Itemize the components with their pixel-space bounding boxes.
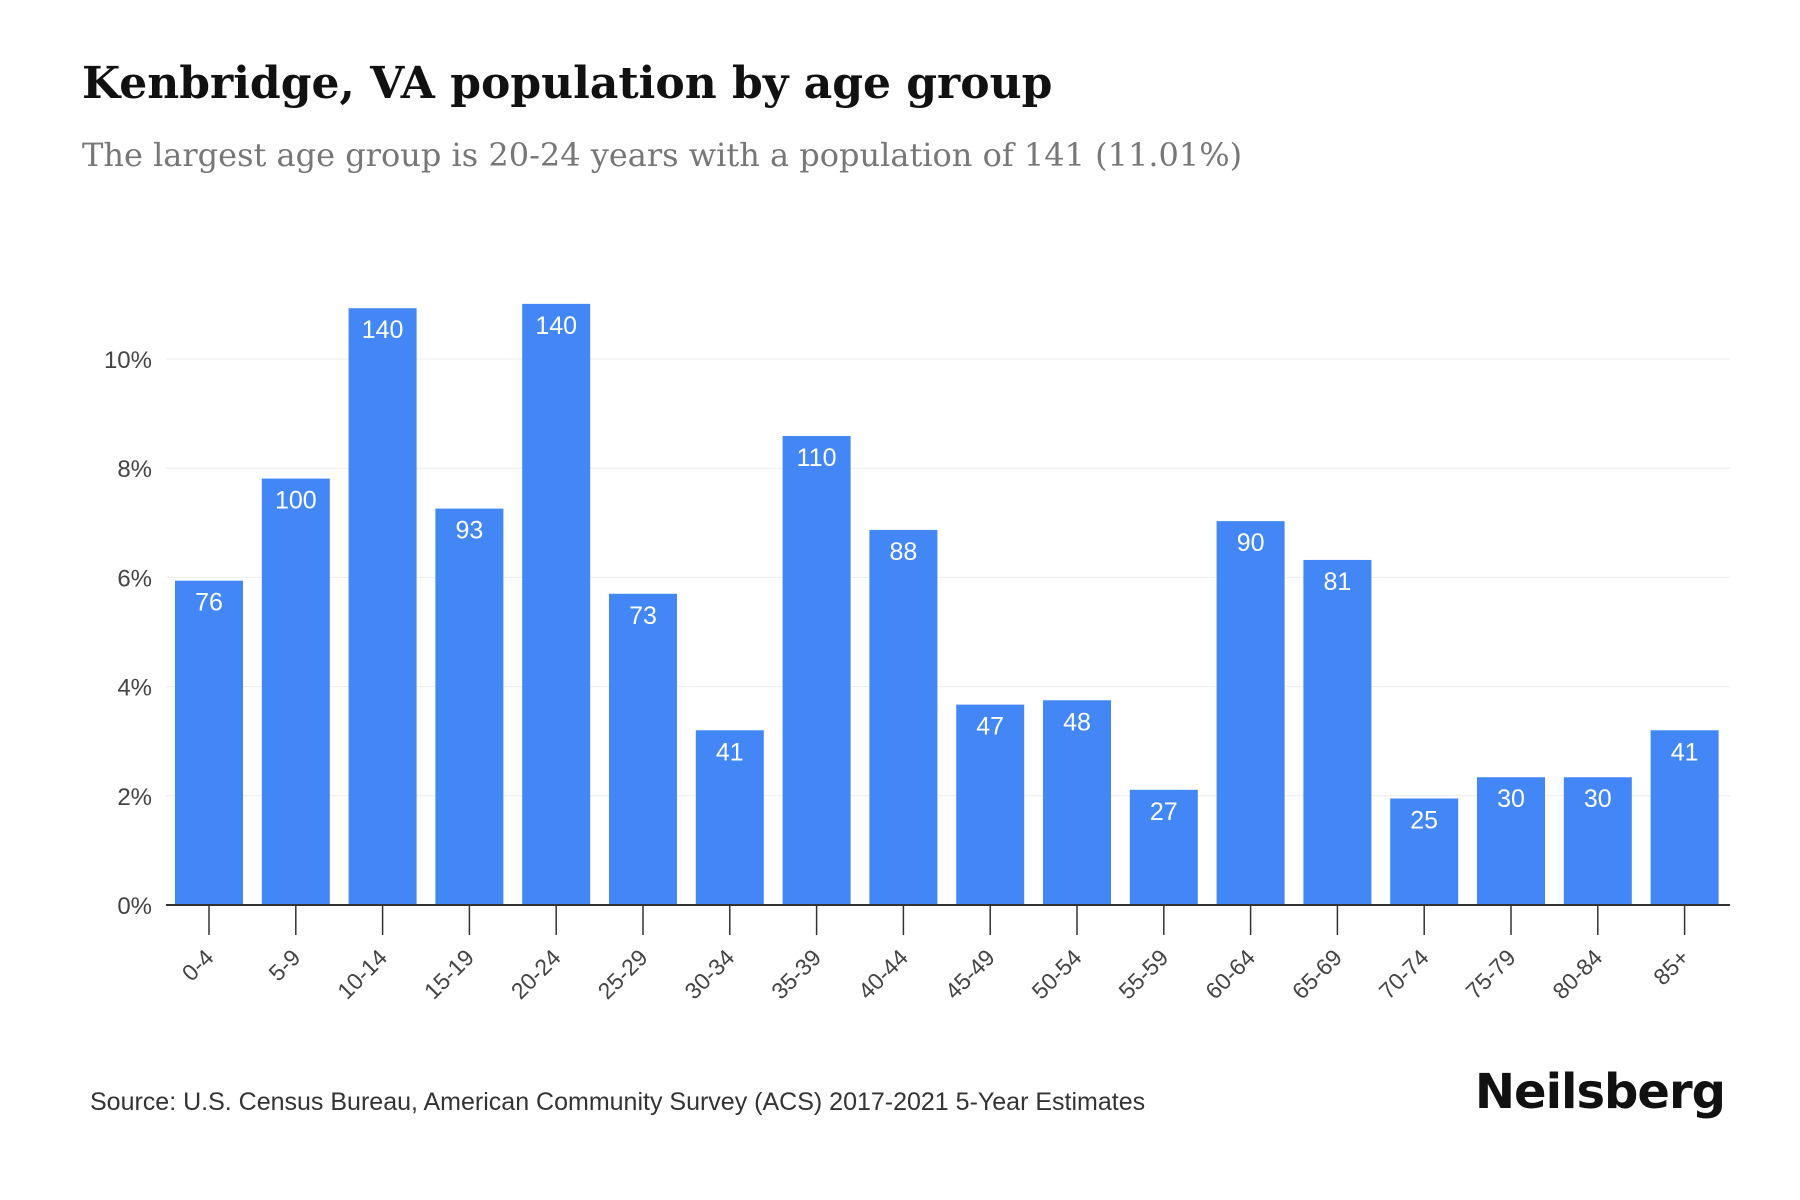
bar-value-label: 100 xyxy=(275,487,317,515)
bar-value-label: 88 xyxy=(889,538,917,566)
chart-title: Kenbridge, VA population by age group xyxy=(82,58,1053,109)
bar xyxy=(261,478,330,905)
bar xyxy=(435,508,504,905)
bar xyxy=(1043,700,1111,905)
bar-value-label: 41 xyxy=(716,738,744,766)
x-tick-label: 30-34 xyxy=(679,944,739,1004)
x-tick-label: 25-29 xyxy=(593,944,653,1004)
x-axis: 0-4 5-9 10-14 15-19 20-24 25-29 30-34 35-39 40-4… xyxy=(166,904,1730,1004)
bar-value-label: 27 xyxy=(1150,798,1178,826)
bar-value-label: 47 xyxy=(976,713,1004,741)
y-tick-label: 2% xyxy=(117,784,152,811)
x-tick-label: 10-14 xyxy=(332,944,392,1004)
x-tick-label: 5-9 xyxy=(263,944,305,986)
bar xyxy=(1650,730,1719,905)
bar-value-label: 25 xyxy=(1410,807,1438,835)
bar xyxy=(782,435,851,905)
bar-chart: 76 100 140 93 140 73 41 110 88 47 48 27 90 81 25 30 30 41… xyxy=(104,303,1730,1004)
chart-subtitle: The largest age group is 20-24 years wit… xyxy=(82,136,1243,174)
bar-value-label: 41 xyxy=(1671,738,1699,766)
bar-value-label: 81 xyxy=(1323,568,1351,596)
x-tick-label: 0-4 xyxy=(177,944,219,986)
bar-value-label: 48 xyxy=(1063,708,1091,736)
x-tick-label: 75-79 xyxy=(1461,944,1521,1004)
bar xyxy=(175,580,243,905)
x-tick-label: 40-44 xyxy=(853,944,913,1004)
x-tick-label: 45-49 xyxy=(940,944,1000,1004)
bar-value-label: 90 xyxy=(1237,529,1265,557)
x-tick-label: 50-54 xyxy=(1027,944,1087,1004)
bar xyxy=(1303,559,1372,905)
y-tick-label: 4% xyxy=(117,675,152,702)
bar-value-label: 110 xyxy=(797,444,837,472)
bar xyxy=(522,303,591,905)
bar xyxy=(695,730,764,905)
bar xyxy=(348,308,417,905)
y-tick-label: 0% xyxy=(117,893,152,920)
y-tick-label: 6% xyxy=(117,565,152,592)
x-tick-label: 70-74 xyxy=(1374,944,1434,1004)
y-tick-label: 10% xyxy=(104,347,152,374)
bar xyxy=(869,529,938,905)
x-tick-label: 85+ xyxy=(1648,944,1694,990)
bars: 76 100 140 93 140 73 41 110 88 47 48 27 90 81 25 30 30 41 xyxy=(175,303,1719,905)
bar-value-label: 30 xyxy=(1584,785,1612,813)
bar xyxy=(609,593,677,905)
bar xyxy=(1563,777,1632,905)
bar-value-label: 140 xyxy=(535,312,577,340)
neilsberg-logo: Neilsberg xyxy=(1474,1064,1726,1120)
x-tick-label: 60-64 xyxy=(1200,944,1260,1004)
bar-value-label: 76 xyxy=(195,589,223,617)
bar xyxy=(1477,777,1545,905)
y-axis: 0% 2% 4% 6% 8% 10% xyxy=(104,347,152,920)
bar xyxy=(956,704,1025,905)
bar-value-label: 73 xyxy=(629,602,657,630)
bar-value-label: 140 xyxy=(362,316,404,344)
gridlines xyxy=(166,358,1730,797)
x-tick-label: 65-69 xyxy=(1287,944,1347,1004)
x-tick-label: 15-19 xyxy=(419,944,479,1004)
bar xyxy=(1216,521,1285,905)
bar xyxy=(1129,789,1198,905)
x-tick-label: 35-39 xyxy=(766,944,826,1004)
x-tick-label: 55-59 xyxy=(1113,944,1173,1004)
y-tick-label: 8% xyxy=(117,456,152,483)
bar-value-label: 93 xyxy=(455,517,483,545)
x-tick-label: 80-84 xyxy=(1547,944,1607,1004)
x-tick-label: 20-24 xyxy=(506,944,566,1004)
source-note: Source: U.S. Census Bureau, American Com… xyxy=(90,1088,1146,1116)
bar-value-label: 30 xyxy=(1497,785,1525,813)
bar xyxy=(1390,798,1459,905)
